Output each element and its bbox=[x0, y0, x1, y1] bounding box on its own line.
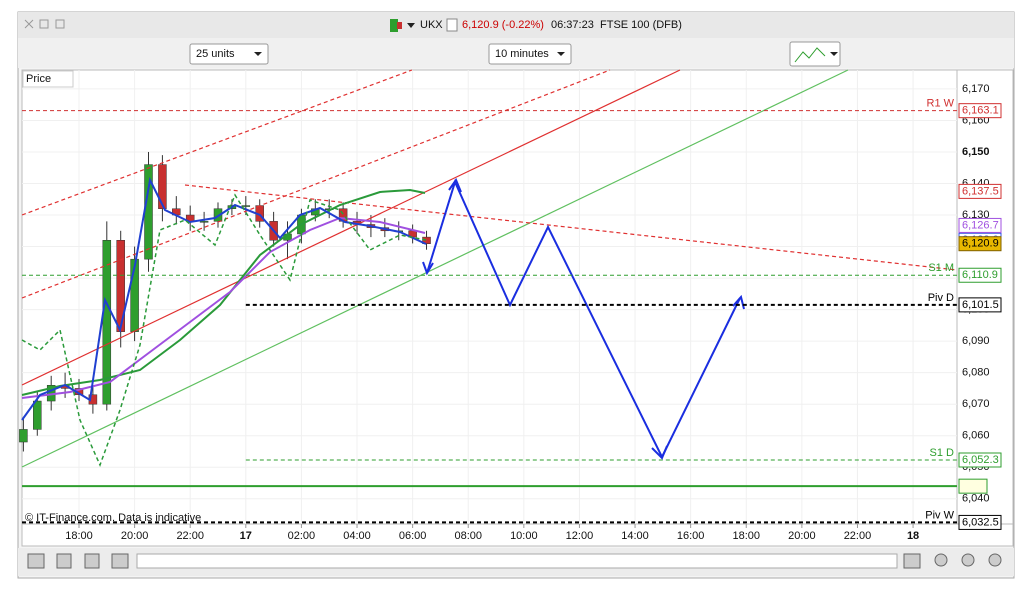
candle-body bbox=[158, 164, 167, 209]
price-button[interactable] bbox=[22, 70, 74, 88]
interval-text: 10 minutes bbox=[495, 48, 549, 60]
candle-body bbox=[199, 221, 209, 223]
price-axis bbox=[956, 69, 1014, 525]
x-tick-label: 04:00 bbox=[343, 530, 371, 542]
candle-body bbox=[116, 240, 125, 332]
candle-body bbox=[241, 205, 251, 207]
price-tag bbox=[958, 514, 1002, 530]
price-tag-label: 6,110.9 bbox=[962, 269, 998, 281]
plot-area bbox=[21, 69, 958, 525]
price-tag-label: 6,137.5 bbox=[962, 185, 999, 197]
interval-select[interactable] bbox=[488, 43, 572, 65]
x-tick-label: 12:00 bbox=[566, 530, 594, 542]
copyright: © IT-Finance.com. Data is indicative bbox=[25, 512, 201, 524]
y-tick-label: 6,070 bbox=[962, 398, 990, 410]
info-icon[interactable] bbox=[446, 18, 458, 32]
price-tag-label: 6,032.5 bbox=[962, 516, 999, 528]
price-tag bbox=[958, 183, 1002, 199]
units-select[interactable] bbox=[189, 43, 269, 65]
level-name: Piv W bbox=[925, 509, 954, 521]
level-name: S1 D bbox=[930, 447, 955, 459]
x-tick-label: 02:00 bbox=[288, 530, 316, 542]
price-tag bbox=[958, 236, 1002, 252]
candle-body bbox=[102, 240, 112, 405]
toolbar-icons[interactable] bbox=[27, 553, 1002, 569]
trend-line bbox=[21, 69, 849, 468]
arrowheads bbox=[422, 177, 745, 460]
x-tick-label: 20:00 bbox=[788, 530, 816, 542]
x-tick-label: 18 bbox=[907, 530, 919, 542]
price-tag bbox=[958, 267, 1002, 283]
y-tick-label: 6,040 bbox=[962, 493, 990, 505]
drawings bbox=[21, 69, 958, 468]
price-tag-label: 6,052.3 bbox=[962, 454, 999, 466]
arrow bbox=[830, 52, 838, 56]
x-tick-label: 10:00 bbox=[510, 530, 538, 542]
price-tag-label: 6,126.7 bbox=[962, 219, 999, 231]
icon bbox=[397, 22, 402, 29]
x-tick-label: 20:00 bbox=[121, 530, 149, 542]
x-tick-label: 22:00 bbox=[844, 530, 872, 542]
icon bbox=[794, 47, 826, 63]
y-tick-label: 6,090 bbox=[962, 335, 990, 347]
price-change: 6,120.9 (-0.22%) bbox=[462, 19, 544, 31]
trend-line bbox=[21, 69, 681, 386]
channel-line bbox=[21, 69, 413, 216]
symbol: UKX bbox=[420, 19, 443, 31]
y-tick-label: 6,060 bbox=[962, 430, 990, 442]
price-tag bbox=[958, 452, 1002, 468]
price-tag-label: 6,101.5 bbox=[962, 299, 999, 311]
x-tick-label: 08:00 bbox=[454, 530, 482, 542]
y-tick-label: 6,150 bbox=[962, 146, 990, 158]
x-tick-label: 18:00 bbox=[65, 530, 93, 542]
price-tag bbox=[958, 103, 1002, 119]
x-tick-label: 06:00 bbox=[399, 530, 427, 542]
level-name: Piv D bbox=[928, 292, 954, 304]
scrollbar[interactable] bbox=[136, 553, 898, 569]
clock: 06:37:23 bbox=[551, 19, 594, 31]
moving-average bbox=[21, 216, 426, 399]
candle-body bbox=[19, 429, 28, 443]
x-tick-label: 14:00 bbox=[621, 530, 649, 542]
resistance-line bbox=[184, 184, 958, 271]
window-buttons[interactable] bbox=[24, 19, 65, 29]
channel-line bbox=[21, 69, 611, 299]
level-tag bbox=[958, 478, 988, 494]
candle-body bbox=[144, 164, 153, 260]
units-text: 25 units bbox=[196, 48, 235, 60]
instrument: FTSE 100 (DFB) bbox=[600, 19, 682, 31]
level-name: S1 M bbox=[928, 262, 954, 274]
oscillator-line bbox=[21, 193, 427, 468]
x-tick-label: 18:00 bbox=[732, 530, 760, 542]
icon bbox=[390, 19, 398, 32]
level-name: R1 W bbox=[927, 98, 955, 110]
price-tag-label: 6,163.1 bbox=[962, 105, 999, 117]
y-tick-label: 6,080 bbox=[962, 367, 990, 379]
chart-type-button[interactable] bbox=[789, 41, 841, 67]
dropdown-arrow[interactable] bbox=[407, 23, 415, 28]
x-tick-label: 22:00 bbox=[176, 530, 204, 542]
x-tick-label: 17 bbox=[240, 530, 252, 542]
fast-average bbox=[21, 176, 427, 421]
price-tag-label: 6,120.9 bbox=[962, 238, 999, 250]
y-tick-label: 6,170 bbox=[962, 83, 990, 95]
candle-body bbox=[422, 236, 431, 244]
title-bar bbox=[18, 12, 1014, 38]
time-axis bbox=[21, 523, 1014, 547]
candle-body bbox=[33, 400, 42, 430]
arrow bbox=[254, 52, 262, 56]
price-tag bbox=[958, 297, 1002, 313]
forecast-path bbox=[426, 179, 741, 460]
price-label: Price bbox=[26, 73, 51, 85]
arrow bbox=[557, 52, 565, 56]
x-tick-label: 16:00 bbox=[677, 530, 705, 542]
price-tag bbox=[958, 217, 1002, 233]
